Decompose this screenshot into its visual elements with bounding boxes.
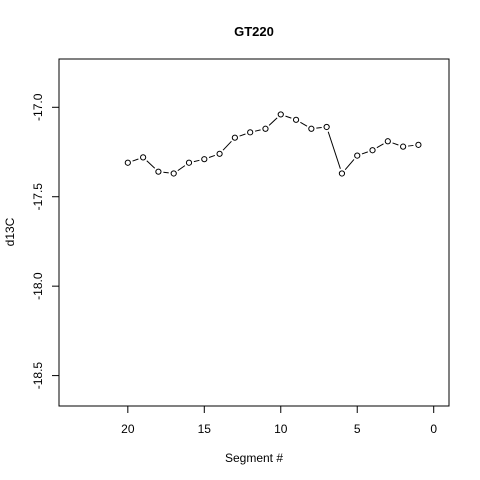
series-line-segment — [177, 165, 186, 172]
series-line-segment — [300, 121, 308, 127]
series-line-segment — [285, 115, 292, 119]
data-point — [292, 116, 300, 123]
data-point — [170, 170, 177, 177]
data-point — [415, 141, 422, 148]
x-tick-label: 0 — [430, 422, 437, 436]
y-axis: -17.0 -17.5 -18.0 -18.5 — [31, 93, 60, 390]
data-point — [400, 143, 407, 150]
x-axis: 20 15 10 5 0 — [121, 405, 437, 436]
series-line-segment — [268, 117, 278, 126]
data-point — [140, 154, 147, 161]
y-tick-label: -17.0 — [31, 93, 45, 121]
series-line — [132, 115, 414, 174]
series-line-segment — [254, 129, 261, 132]
chart-title: GT220 — [234, 24, 274, 39]
series-line-segment — [392, 142, 399, 146]
series-line-segment — [316, 127, 322, 129]
x-tick-label: 10 — [274, 422, 288, 436]
data-point — [338, 170, 346, 177]
series-line-segment — [327, 131, 341, 169]
series-line-segment — [408, 144, 414, 147]
y-axis-label: d13C — [3, 217, 17, 246]
data-point — [354, 152, 361, 159]
data-point — [262, 125, 269, 132]
data-point — [323, 123, 330, 131]
y-tick-label: -18.0 — [31, 272, 45, 300]
series-line-segment — [376, 143, 384, 149]
series-line-segment — [344, 159, 355, 170]
series-line-segment — [132, 158, 139, 162]
series-line-segment — [239, 133, 246, 137]
x-tick-label: 5 — [354, 422, 361, 436]
series-points — [124, 111, 422, 177]
series-line-segment — [193, 159, 200, 163]
x-tick-label: 15 — [198, 422, 212, 436]
data-point — [384, 138, 391, 145]
plot-frame — [58, 58, 450, 407]
series-line-segment — [146, 160, 156, 169]
x-axis-label: Segment # — [225, 451, 283, 465]
data-point — [231, 134, 238, 141]
data-point — [308, 125, 315, 132]
data-point — [216, 150, 223, 157]
data-point — [201, 156, 208, 163]
series-line-segment — [222, 140, 232, 151]
data-point — [155, 168, 162, 175]
data-point — [124, 159, 131, 166]
data-point — [247, 129, 254, 136]
y-tick-label: -17.5 — [31, 183, 45, 211]
data-point — [185, 159, 193, 166]
data-point — [369, 147, 376, 154]
series-line-segment — [163, 171, 169, 174]
series-line-segment — [361, 151, 368, 155]
y-tick-label: -18.5 — [31, 362, 45, 390]
x-tick-label: 20 — [121, 422, 135, 436]
series-line-segment — [208, 154, 216, 158]
data-point — [277, 111, 284, 118]
